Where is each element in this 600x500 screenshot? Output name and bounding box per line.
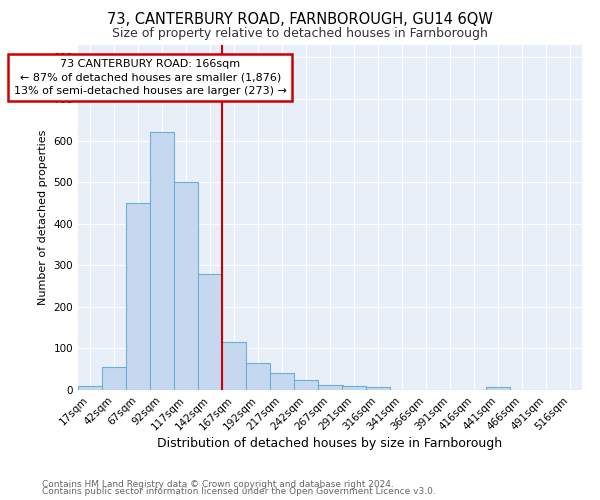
- Bar: [271, 374, 295, 390]
- Bar: [78, 386, 102, 390]
- Bar: [247, 363, 271, 390]
- X-axis label: Distribution of detached houses by size in Farnborough: Distribution of detached houses by size …: [157, 438, 503, 450]
- Text: Size of property relative to detached houses in Farnborough: Size of property relative to detached ho…: [112, 28, 488, 40]
- Bar: [486, 386, 510, 390]
- Y-axis label: Number of detached properties: Number of detached properties: [38, 130, 48, 305]
- Text: Contains HM Land Registry data © Crown copyright and database right 2024.: Contains HM Land Registry data © Crown c…: [42, 480, 394, 489]
- Bar: [126, 203, 150, 390]
- Bar: [341, 386, 365, 390]
- Bar: [295, 380, 319, 390]
- Bar: [102, 367, 126, 390]
- Text: Contains public sector information licensed under the Open Government Licence v3: Contains public sector information licen…: [42, 487, 436, 496]
- Bar: [174, 182, 198, 390]
- Bar: [222, 342, 247, 390]
- Text: 73, CANTERBURY ROAD, FARNBOROUGH, GU14 6QW: 73, CANTERBURY ROAD, FARNBOROUGH, GU14 6…: [107, 12, 493, 28]
- Bar: [365, 387, 389, 390]
- Bar: [198, 274, 222, 390]
- Bar: [150, 132, 174, 390]
- Text: 73 CANTERBURY ROAD: 166sqm
← 87% of detached houses are smaller (1,876)
13% of s: 73 CANTERBURY ROAD: 166sqm ← 87% of deta…: [14, 59, 287, 96]
- Bar: [319, 385, 343, 390]
